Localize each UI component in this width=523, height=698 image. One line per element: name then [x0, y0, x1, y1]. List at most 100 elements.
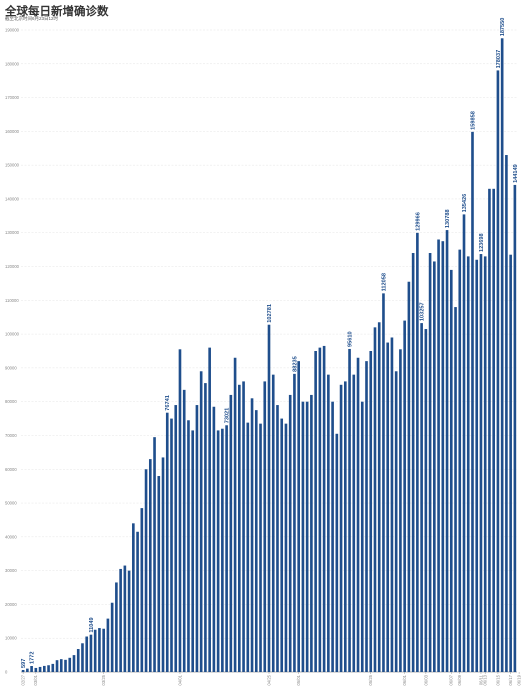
y-tick-label: 20000: [5, 602, 17, 607]
bar: [221, 428, 224, 672]
bar: [369, 351, 373, 672]
data-label: 11049: [89, 617, 95, 632]
bar: [382, 293, 385, 672]
bar: [449, 269, 453, 672]
bar: [148, 459, 152, 672]
bar: [263, 381, 267, 672]
y-tick-label: 140000: [5, 196, 20, 201]
bar: [462, 214, 466, 672]
data-label: 178037: [496, 50, 502, 69]
y-tick-label: 130000: [5, 230, 20, 235]
bar: [305, 401, 309, 672]
bar: [327, 374, 330, 672]
bar: [119, 568, 122, 672]
bar: [403, 320, 406, 672]
x-tick-label: 05/25: [368, 674, 373, 685]
bar: [216, 430, 220, 672]
x-tick-label: 03/01: [33, 674, 38, 685]
bar: [72, 655, 76, 672]
bar: [68, 657, 72, 672]
y-tick-label: 70000: [5, 433, 17, 438]
bar: [89, 634, 93, 672]
y-tick-label: 50000: [5, 501, 17, 506]
bar: [174, 405, 178, 672]
bar: [157, 476, 161, 672]
bar: [165, 412, 169, 672]
bar: [199, 371, 203, 672]
y-tick-label: 60000: [5, 467, 17, 472]
bar: [178, 349, 182, 672]
bar: [85, 636, 89, 672]
bar: [301, 401, 305, 672]
bar: [93, 629, 97, 672]
y-tick-label: 120000: [5, 264, 20, 269]
bar: [365, 361, 368, 672]
data-labels: 597 1772 11049 76741 73021 102781 88235 95610 11…: [21, 18, 519, 668]
bar: [208, 347, 211, 672]
x-tick-label: 03/25: [101, 674, 106, 685]
bar: [394, 371, 398, 672]
bar: [144, 469, 148, 672]
bar: [445, 230, 449, 673]
x-tick-label: 06/07: [449, 674, 454, 685]
bar: [441, 241, 445, 672]
bar: [488, 188, 491, 672]
x-tick-label: 02/27: [21, 674, 26, 685]
y-tick-label: 110000: [5, 298, 19, 303]
bar: [322, 345, 326, 672]
bar: [246, 422, 250, 672]
bar: [51, 663, 55, 672]
bar: [182, 389, 186, 672]
bar: [373, 327, 377, 672]
bar: [343, 381, 347, 672]
bar: [348, 348, 351, 672]
bar: [492, 188, 495, 672]
bar: [454, 307, 457, 672]
bar: [420, 323, 423, 672]
bar: [475, 259, 479, 672]
y-tick-label: 0: [5, 670, 8, 675]
data-label: 112058: [381, 273, 387, 291]
data-label: 187550: [500, 18, 506, 37]
bar: [204, 383, 207, 672]
bar: [98, 628, 101, 672]
bar: [191, 430, 195, 672]
bar: [123, 565, 127, 672]
bar: [411, 253, 415, 672]
y-tick-label: 160000: [5, 129, 20, 134]
bar: [76, 649, 80, 672]
bar: [500, 38, 504, 672]
bar: [466, 256, 470, 672]
data-label: 130788: [445, 209, 451, 228]
bar: [310, 394, 313, 672]
bar: [161, 457, 165, 672]
bar: [110, 602, 114, 672]
x-axis-ticks: 02/27 03/01 03/25 04/01 04/25 05/01 05/25 06/01…: [21, 672, 522, 685]
data-label: 102781: [267, 304, 273, 323]
x-tick-label: 06/03: [423, 674, 428, 685]
x-tick-label: 04/01: [177, 674, 182, 685]
bar: [513, 184, 517, 673]
bar: [170, 418, 173, 672]
bar: [153, 437, 156, 672]
bar: [115, 582, 118, 672]
bar: [331, 401, 334, 672]
bar: [437, 239, 440, 672]
x-tick-label: 06/15: [495, 674, 500, 685]
data-label: 123698: [479, 233, 485, 252]
bar: [416, 232, 419, 672]
data-label: 88235: [292, 356, 298, 372]
bar: [127, 570, 131, 672]
bar: [479, 254, 483, 672]
data-label: 95610: [348, 331, 354, 347]
x-tick-label: 04/25: [266, 674, 271, 685]
bar: [386, 342, 390, 672]
bar: [102, 628, 105, 672]
y-tick-label: 180000: [5, 61, 20, 66]
bar: [132, 523, 135, 672]
bar: [225, 425, 228, 672]
bar: [293, 373, 296, 672]
y-tick-label: 190000: [5, 28, 20, 33]
bar: [314, 351, 317, 672]
